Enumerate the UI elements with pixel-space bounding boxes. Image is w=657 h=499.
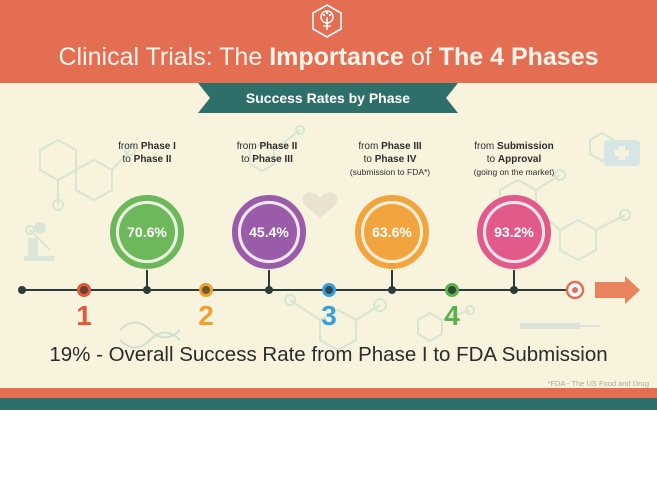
- title-bold-1: Importance: [269, 43, 404, 71]
- molecule-background: [24, 125, 640, 352]
- phase-3-marker: [322, 283, 336, 297]
- microscope-icon: [24, 222, 54, 261]
- syringe-icon: [520, 323, 600, 329]
- phase-3-number: 3: [321, 300, 337, 331]
- timeline-dot: [510, 286, 518, 294]
- phase-4-marker: [445, 283, 459, 297]
- arrow-icon: [595, 276, 640, 304]
- phase-1-label: from Phase I to Phase II: [118, 141, 176, 165]
- timeline-dot: [143, 286, 151, 294]
- phase-3-rate-circle: 63.6%: [355, 195, 429, 269]
- timeline: [18, 270, 640, 304]
- target-icon: [565, 280, 585, 300]
- timeline-dot: [265, 286, 273, 294]
- timeline-dot: [388, 286, 396, 294]
- bottom-band-teal: [0, 398, 657, 410]
- phase-2-number: 2: [198, 300, 214, 331]
- timeline-dot: [18, 286, 26, 294]
- phase-4-label: from Submission to Approval (going on th…: [473, 141, 555, 177]
- phase-3-rate: 63.6%: [372, 224, 412, 240]
- header-banner: [0, 0, 657, 83]
- tree-logo-icon: [312, 4, 342, 38]
- fda-footnote: *FDA - The US Food and Drug: [547, 379, 649, 388]
- title-text-2: of: [403, 43, 439, 71]
- bottom-band-orange: [0, 388, 657, 398]
- phase-1-marker: [77, 283, 91, 297]
- phase-1-rate: 70.6%: [127, 224, 167, 240]
- heart-icon: [302, 192, 338, 218]
- phase-2-marker: [199, 283, 213, 297]
- phase-2-rate: 45.4%: [249, 224, 289, 240]
- overall-success-rate: 19% - Overall Success Rate from Phase I …: [49, 343, 608, 366]
- phase-4-rate-circle: 93.2%: [477, 195, 551, 269]
- title-text-1: Clinical Trials: The: [58, 43, 270, 71]
- ribbon-banner: [198, 83, 458, 113]
- phase-2-rate-circle: 45.4%: [232, 195, 306, 269]
- ribbon-label: Success Rates by Phase: [245, 90, 411, 106]
- title-bold-2: The 4 Phases: [438, 43, 599, 71]
- page-title: Clinical Trials: The Importance of The 4…: [0, 38, 657, 76]
- first-aid-icon: [604, 140, 640, 166]
- phase-1-number: 1: [76, 300, 92, 331]
- phase-4-rate: 93.2%: [494, 224, 534, 240]
- phase-3-label: from Phase III to Phase IV (submission t…: [349, 141, 431, 177]
- infographic: Clinical Trials: The Importance of The 4…: [0, 0, 657, 410]
- phase-1-rate-circle: 70.6%: [110, 195, 184, 269]
- phase-4-number: 4: [444, 300, 460, 331]
- phase-2-label: from Phase II to Phase III: [236, 141, 298, 165]
- dna-icon: [119, 321, 181, 349]
